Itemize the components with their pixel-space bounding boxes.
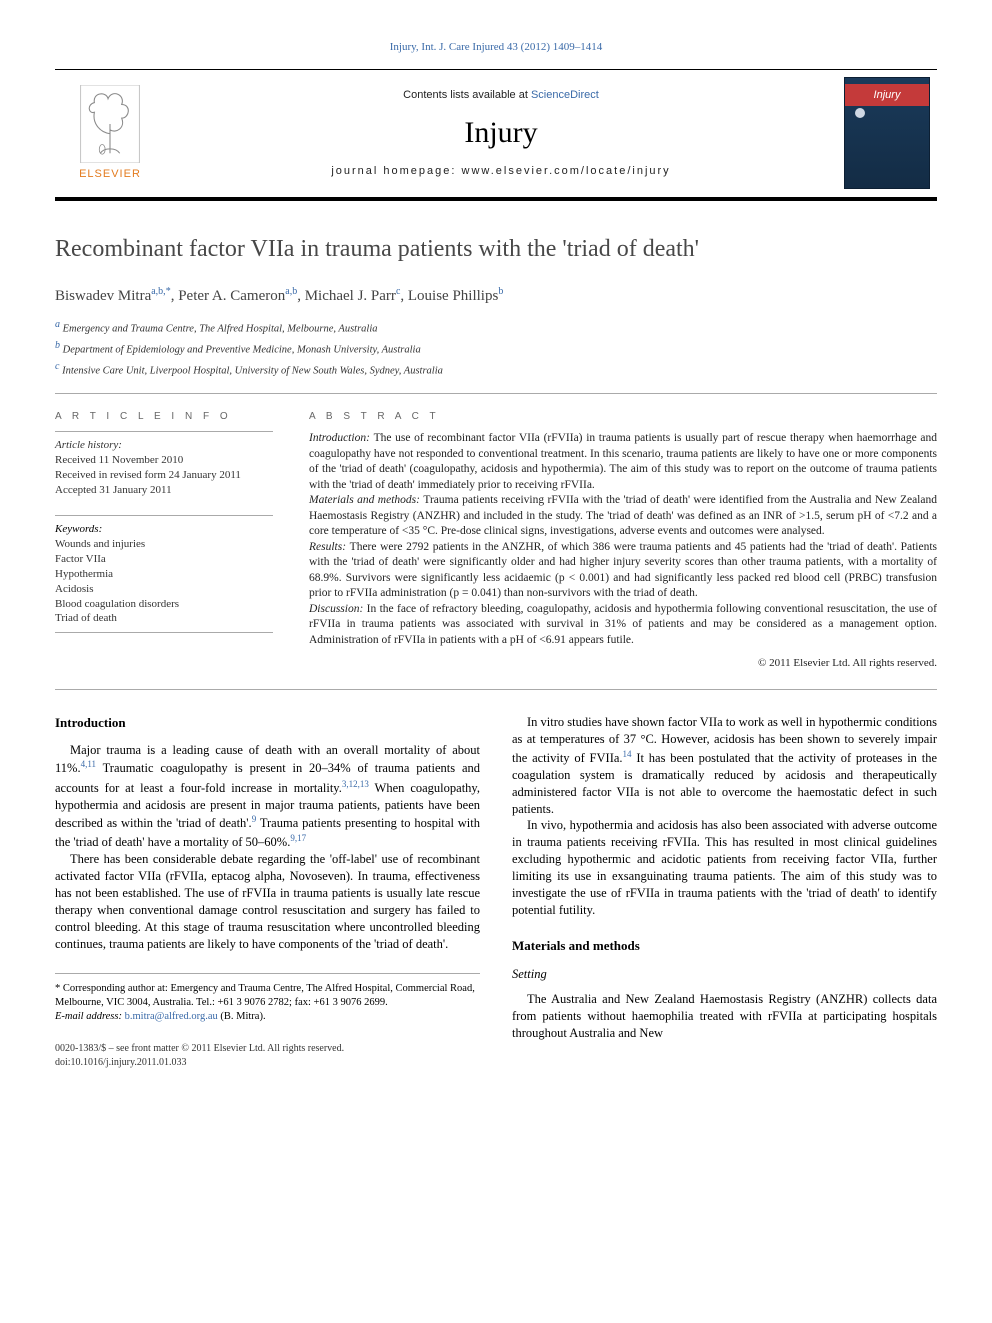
- affiliation-a: a Emergency and Trauma Centre, The Alfre…: [55, 318, 937, 337]
- author-4-affil: b: [498, 286, 503, 297]
- keyword-2: Factor VIIa: [55, 552, 273, 567]
- methods-heading: Materials and methods: [512, 937, 937, 955]
- journal-title: Injury: [165, 113, 837, 154]
- affiliation-a-text: Emergency and Trauma Centre, The Alfred …: [63, 324, 378, 335]
- divider: [55, 689, 937, 690]
- journal-cover-icon: Injury: [844, 77, 930, 189]
- affiliation-b: b Department of Epidemiology and Prevent…: [55, 339, 937, 358]
- masthead: ELSEVIER Contents lists available at Sci…: [55, 69, 937, 201]
- abstract-results-label: Results:: [309, 541, 350, 553]
- contents-line: Contents lists available at ScienceDirec…: [165, 88, 837, 103]
- masthead-center: Contents lists available at ScienceDirec…: [165, 70, 837, 197]
- abstract-methods-label: Materials and methods:: [309, 494, 423, 506]
- abstract-intro: Introduction: The use of recombinant fac…: [309, 431, 937, 493]
- introduction-heading: Introduction: [55, 714, 480, 732]
- issn-line: 0020-1383/$ – see front matter © 2011 El…: [55, 1042, 480, 1056]
- intro-para-4: In vivo, hypothermia and acidosis has al…: [512, 817, 937, 918]
- keywords-label: Keywords:: [55, 515, 273, 537]
- abstract-discussion: Discussion: In the face of refractory bl…: [309, 602, 937, 649]
- sciencedirect-link[interactable]: ScienceDirect: [531, 89, 599, 101]
- email-label: E-mail address:: [55, 1011, 125, 1022]
- cover-thumb-block: Injury: [837, 70, 937, 197]
- keyword-6: Triad of death: [55, 611, 273, 633]
- author-1: Biswadev Mitra: [55, 288, 151, 304]
- abstract-intro-label: Introduction:: [309, 432, 374, 444]
- cover-dot-icon: [855, 108, 865, 118]
- journal-homepage: journal homepage: www.elsevier.com/locat…: [165, 164, 837, 179]
- abstract-discussion-text: In the face of refractory bleeding, coag…: [309, 603, 937, 646]
- history-accepted: Accepted 31 January 2011: [55, 483, 273, 498]
- affiliation-c: c Intensive Care Unit, Liverpool Hospita…: [55, 360, 937, 379]
- intro-para-1: Major trauma is a leading cause of death…: [55, 742, 480, 852]
- author-3-affil: c: [396, 286, 400, 297]
- affiliation-b-text: Department of Epidemiology and Preventiv…: [63, 345, 421, 356]
- author-3: Michael J. Parr: [305, 288, 396, 304]
- setting-heading: Setting: [512, 966, 937, 983]
- affiliations: a Emergency and Trauma Centre, The Alfre…: [55, 318, 937, 378]
- affiliation-c-text: Intensive Care Unit, Liverpool Hospital,…: [62, 365, 443, 376]
- cover-ribbon: Injury: [845, 84, 929, 106]
- cite-9-17[interactable]: 9,17: [290, 833, 306, 843]
- abstract-discussion-label: Discussion:: [309, 603, 367, 615]
- publisher-name: ELSEVIER: [79, 167, 141, 182]
- email-link[interactable]: b.mitra@alfred.org.au: [125, 1011, 218, 1022]
- elsevier-tree-icon: [79, 85, 141, 163]
- keyword-3: Hypothermia: [55, 567, 273, 582]
- abstract-methods: Materials and methods: Trauma patients r…: [309, 493, 937, 540]
- cite-3-12-13[interactable]: 3,12,13: [342, 779, 369, 789]
- history-label: Article history:: [55, 431, 273, 453]
- abstract-intro-text: The use of recombinant factor VIIa (rFVI…: [309, 432, 937, 491]
- email-suffix: (B. Mitra).: [218, 1011, 266, 1022]
- corresponding-email-line: E-mail address: b.mitra@alfred.org.au (B…: [55, 1010, 480, 1024]
- abstract-heading: A B S T R A C T: [309, 410, 937, 424]
- running-head: Injury, Int. J. Care Injured 43 (2012) 1…: [55, 40, 937, 55]
- corresponding-text: * Corresponding author at: Emergency and…: [55, 982, 480, 1010]
- article-info: A R T I C L E I N F O Article history: R…: [55, 410, 273, 672]
- publisher-logo-block: ELSEVIER: [55, 70, 165, 197]
- article-title: Recombinant factor VIIa in trauma patien…: [55, 233, 937, 265]
- intro-para-3: In vitro studies have shown factor VIIa …: [512, 714, 937, 817]
- intro-para-2: There has been considerable debate regar…: [55, 851, 480, 952]
- cite-14[interactable]: 14: [623, 749, 632, 759]
- abstract-copyright: © 2011 Elsevier Ltd. All rights reserved…: [309, 656, 937, 671]
- footer-meta: 0020-1383/$ – see front matter © 2011 El…: [55, 1042, 480, 1069]
- body-columns: Introduction Major trauma is a leading c…: [55, 714, 937, 1069]
- abstract-results-text: There were 2792 patients in the ANZHR, o…: [309, 541, 937, 600]
- cite-4-11[interactable]: 4,11: [81, 759, 96, 769]
- author-4: Louise Phillips: [408, 288, 498, 304]
- author-list: Biswadev Mitraa,b,*, Peter A. Camerona,b…: [55, 285, 937, 306]
- keyword-5: Blood coagulation disorders: [55, 597, 273, 612]
- author-2: Peter A. Cameron: [178, 288, 285, 304]
- doi-line: doi:10.1016/j.injury.2011.01.033: [55, 1056, 480, 1070]
- history-received: Received 11 November 2010: [55, 453, 273, 468]
- abstract: A B S T R A C T Introduction: The use of…: [309, 410, 937, 672]
- keyword-1: Wounds and injuries: [55, 537, 273, 552]
- author-2-affil: a,b: [285, 286, 297, 297]
- divider: [55, 393, 937, 394]
- corresponding-author-block: * Corresponding author at: Emergency and…: [55, 973, 480, 1025]
- info-abstract-row: A R T I C L E I N F O Article history: R…: [55, 410, 937, 672]
- abstract-results: Results: There were 2792 patients in the…: [309, 540, 937, 602]
- contents-prefix: Contents lists available at: [403, 89, 531, 101]
- setting-para: The Australia and New Zealand Haemostasi…: [512, 991, 937, 1042]
- keyword-4: Acidosis: [55, 582, 273, 597]
- author-1-affil: a,b,: [151, 286, 165, 297]
- article-info-heading: A R T I C L E I N F O: [55, 410, 273, 424]
- masthead-inner: ELSEVIER Contents lists available at Sci…: [55, 70, 937, 198]
- corresponding-star-icon: *: [166, 286, 171, 297]
- history-revised: Received in revised form 24 January 2011: [55, 468, 273, 483]
